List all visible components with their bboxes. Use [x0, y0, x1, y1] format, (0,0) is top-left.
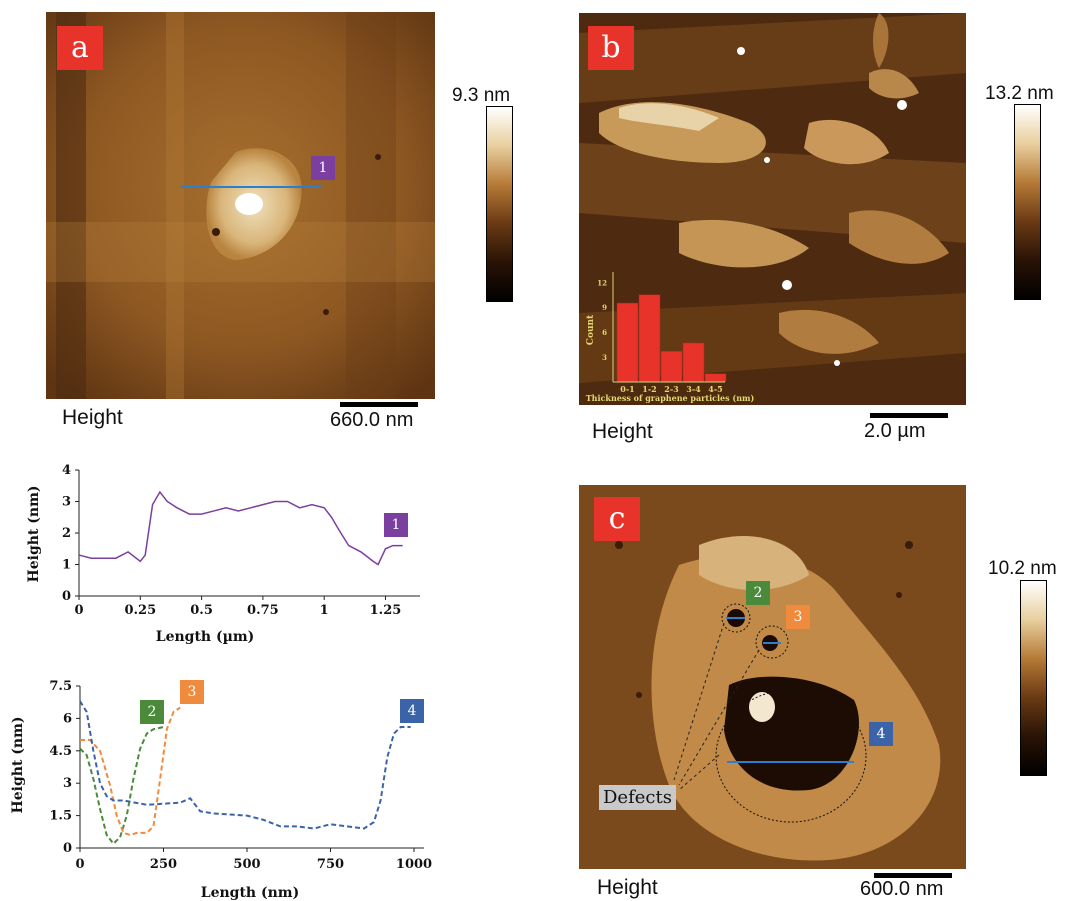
thickness-histogram: 0-1 1-2 2-3 3-4 4-5 3 6 9 12 Count Thickness of …: [586, 272, 755, 403]
hist-bar: [704, 373, 727, 383]
plot2-ylabel: Height (nm): [10, 716, 26, 813]
plot2-xtick: 750: [317, 857, 344, 872]
scale-label-a: 660.0 nm: [330, 409, 414, 431]
scale-bar-b: [870, 413, 948, 418]
plot2-ytick: 0: [63, 841, 72, 856]
hist-bar: [638, 294, 661, 383]
profile-tag-2: 2: [746, 581, 770, 605]
hist-bar: [660, 351, 683, 383]
plot2-xtick: 0: [75, 857, 84, 872]
plot1-ytick: 1: [62, 558, 71, 573]
plot-tag-3: 3: [180, 680, 204, 704]
profile-series-1: [78, 490, 403, 566]
plot1-xtick: 0.25: [124, 603, 156, 618]
colorbar-max-c: 10.2 nm: [988, 558, 1057, 579]
hist-xtick: 1-2: [642, 384, 656, 394]
profile-tag-3: 3: [786, 605, 810, 629]
profile-series-3: [80, 706, 181, 837]
hist-ytick: 3: [602, 353, 607, 362]
plot2-xtick: 250: [150, 857, 177, 872]
plot2-ytick: 1.5: [49, 809, 72, 824]
height-label-a: Height: [62, 406, 123, 429]
hist-xtick: 4-5: [708, 384, 722, 394]
plot1-xtick: 0: [74, 603, 83, 618]
colorbar-max-b: 13.2 nm: [985, 83, 1054, 104]
hist-xlabel: Thickness of graphene particles (nm): [586, 393, 755, 403]
colorbar-c: [1020, 580, 1047, 776]
plot1-ytick: 3: [62, 495, 71, 510]
hist-xtick: 0-1: [620, 384, 634, 394]
afm-image-a: [46, 12, 435, 399]
hist-ylabel: Count: [586, 314, 596, 345]
panel-a-badge: a: [57, 26, 103, 70]
profile-plot-1: 0 0.25 0.5 0.75 1 1.25 0 1 2 3 4 Height (nm) Lengt…: [26, 463, 420, 645]
plot1-ytick: 2: [62, 526, 71, 541]
plot1-ytick: 0: [62, 589, 71, 604]
plot1-xtick: 1.25: [370, 603, 402, 618]
hist-bar: [682, 342, 705, 383]
defects-label: Defects: [599, 785, 676, 810]
scale-label-b: 2.0 µm: [864, 420, 926, 442]
plot2-ytick: 6: [63, 711, 72, 726]
scale-bar-a: [340, 402, 418, 407]
hist-bar: [616, 302, 639, 383]
colorbar-b: [1014, 104, 1041, 300]
plot1-ytick: 4: [62, 463, 71, 478]
hist-ytick: 12: [597, 278, 607, 287]
profile-series-2: [79, 726, 164, 846]
plot1-xtick: 1: [320, 603, 329, 618]
plot2-xtick: 500: [233, 857, 260, 872]
plot2-ytick: 7.5: [49, 679, 72, 694]
hist-xtick: 2-3: [664, 384, 679, 394]
plot-tag-4: 4: [400, 699, 424, 723]
plot2-xtick: 1000: [396, 857, 432, 872]
hist-ytick: 9: [602, 303, 607, 312]
panel-b-badge: b: [588, 26, 634, 70]
plot1-xtick: 0.5: [190, 603, 213, 618]
scale-bar-c: [874, 873, 952, 878]
afm-image-b: [579, 13, 966, 405]
plot1-ylabel: Height (nm): [26, 485, 42, 582]
plot1-xlabel: Length (µm): [156, 629, 255, 645]
height-label-b: Height: [592, 420, 653, 443]
plot1-xtick: 0.75: [247, 603, 279, 618]
colorbar-max-a: 9.3 nm: [452, 85, 511, 106]
plot-tag-2: 2: [140, 700, 164, 724]
panel-c-badge: c: [594, 497, 640, 541]
hist-xtick: 3-4: [686, 384, 701, 394]
scale-label-c: 600.0 nm: [860, 878, 944, 900]
plot-tag-1: 1: [384, 513, 408, 537]
hist-ytick: 6: [602, 328, 607, 337]
profile-plot-234: 0 250 500 750 1000 0 1.5 3 4.5 6 7.5 Height (nm) L…: [10, 679, 432, 901]
profile-series-4: [79, 700, 411, 830]
profile-tag-4: 4: [869, 722, 893, 746]
height-label-c: Height: [597, 876, 658, 899]
plot2-xlabel: Length (nm): [201, 885, 299, 901]
afm-image-c: [579, 485, 966, 869]
plot2-ytick: 4.5: [49, 744, 72, 759]
profile-tag-1: 1: [311, 156, 335, 180]
colorbar-a: [486, 106, 513, 302]
plot2-ytick: 3: [63, 776, 72, 791]
